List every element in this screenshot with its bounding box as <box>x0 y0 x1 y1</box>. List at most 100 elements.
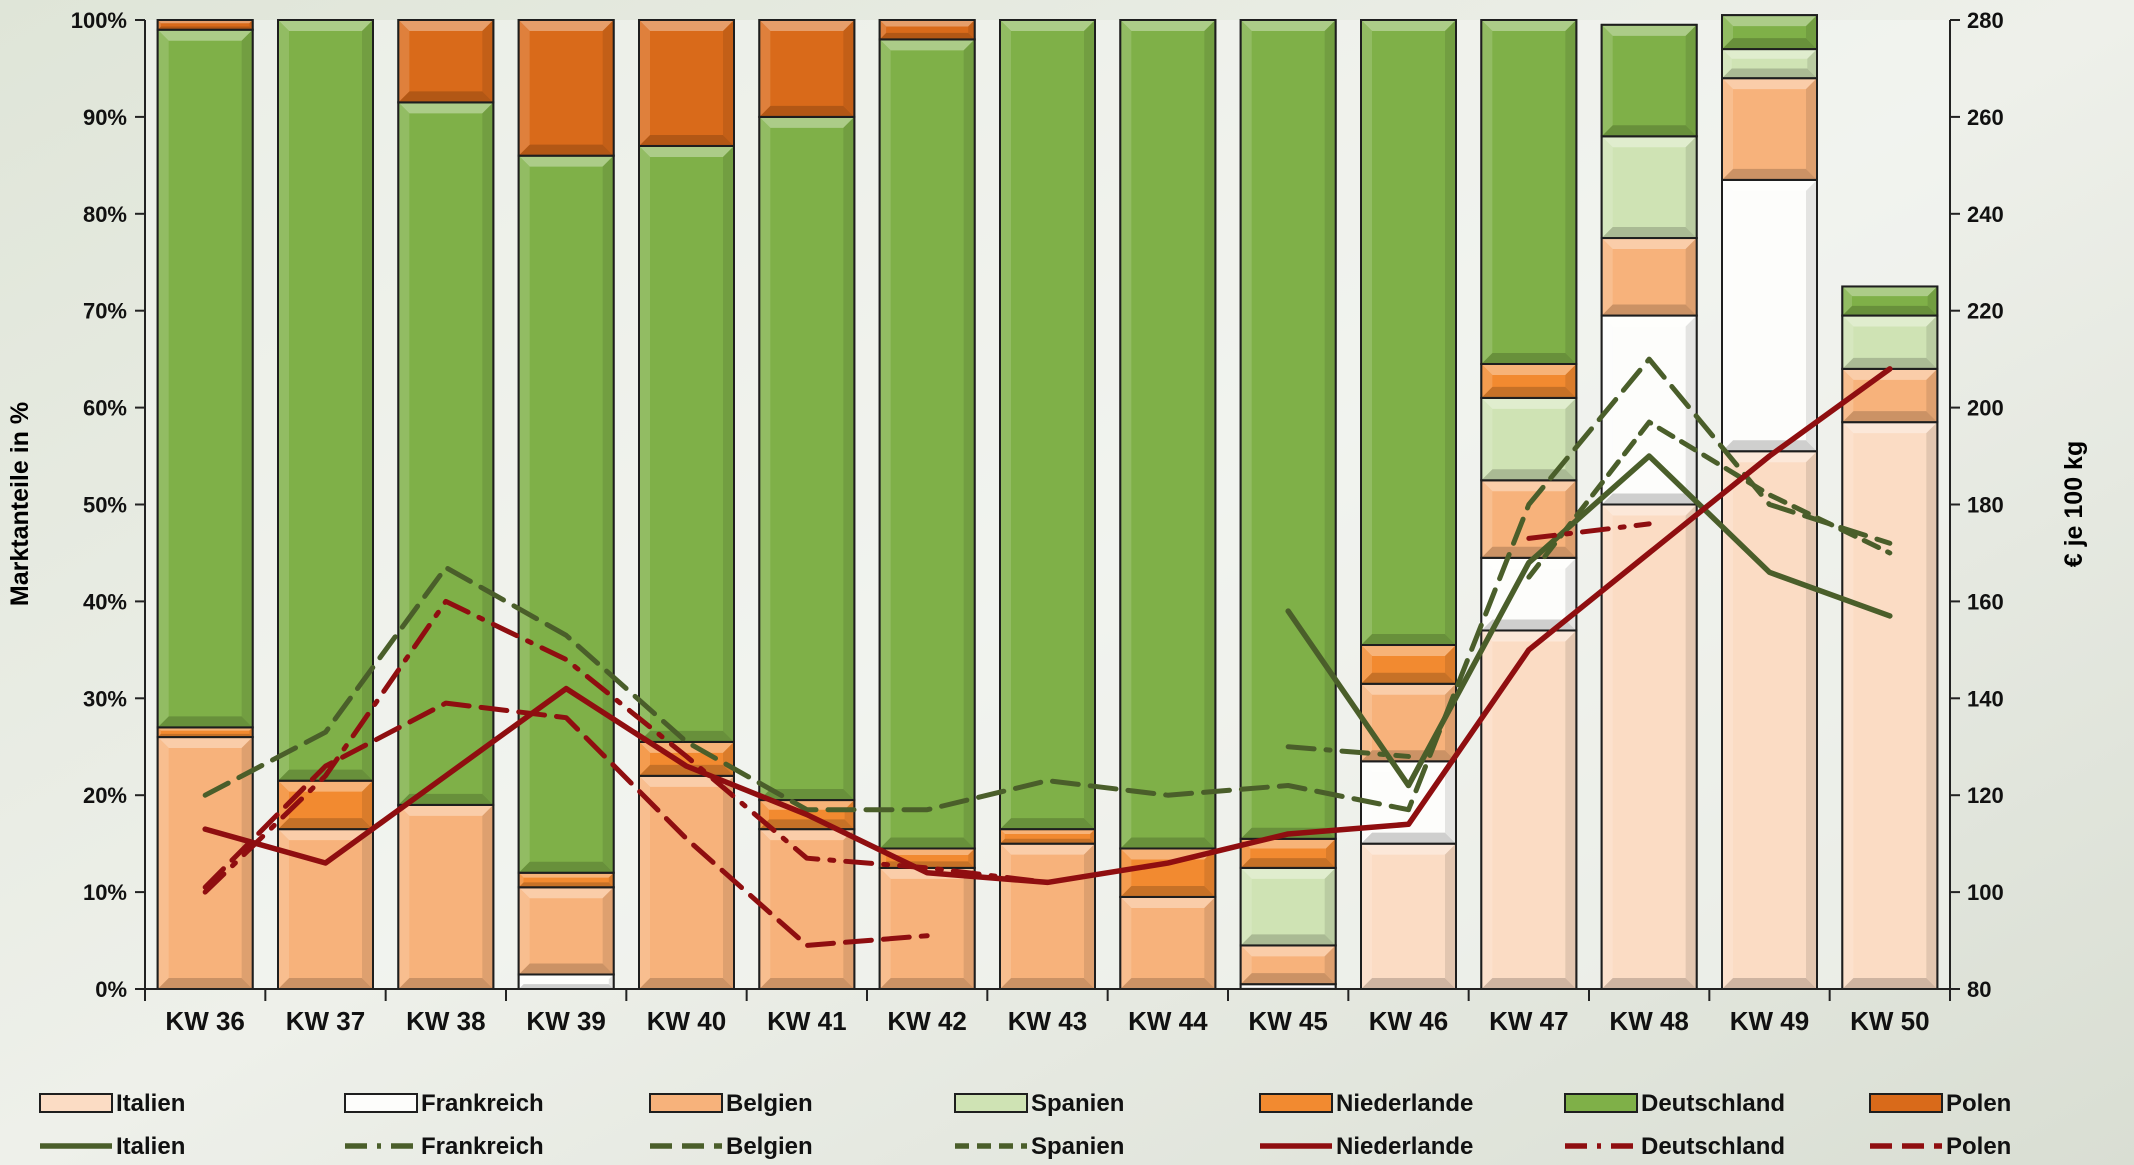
bar-layer <box>156 14 1939 991</box>
y-tick-label: 80% <box>83 202 127 227</box>
bar-segment <box>277 19 374 782</box>
legend-label: Belgien <box>726 1090 813 1117</box>
x-tick-label: KW 36 <box>165 1006 244 1036</box>
bar-segment <box>1480 479 1578 559</box>
bar-segment <box>999 828 1096 845</box>
legend: Italien Frankreich Belgien Spanien Niederlan… <box>39 1090 2011 1160</box>
line-series-belgien <box>202 356 1893 813</box>
legend-label: Frankreich <box>421 1133 544 1160</box>
y-tick-label: 90% <box>83 105 127 130</box>
bar-segment <box>156 28 254 729</box>
y2-tick-label: 140 <box>1967 686 2004 711</box>
bar-segment <box>1360 19 1457 647</box>
bar-segment <box>878 866 976 990</box>
legend-label: Spanien <box>1031 1090 1124 1117</box>
legend-label: Belgien <box>726 1133 813 1160</box>
y2-axis-title: € je 100 kg <box>2060 441 2088 567</box>
bar-segment <box>1721 178 1818 453</box>
y2-tick-label: 240 <box>1967 202 2004 227</box>
bar-segment <box>517 154 615 874</box>
legend-swatch <box>954 1093 1028 1113</box>
line-series-polen <box>202 700 930 948</box>
legend-label: Niederlande <box>1336 1133 1473 1160</box>
legend-label: Deutschland <box>1641 1133 1785 1160</box>
x-tick-label: KW 42 <box>887 1006 966 1036</box>
bar-segment <box>758 19 856 118</box>
x-tick-label: KW 48 <box>1609 1006 1688 1036</box>
y2-tick-label: 280 <box>1967 8 2004 33</box>
bar-segment <box>999 842 1096 991</box>
bar-segment <box>1360 644 1457 685</box>
legend-label: Deutschland <box>1641 1090 1785 1117</box>
line-series-italien <box>1285 453 1893 789</box>
legend-swatch <box>344 1093 418 1113</box>
legend-label: Niederlande <box>1336 1090 1473 1117</box>
axes-layer: Marktanteile in % € je 100 kg 0% 10% 20% 30… <box>6 8 2088 1036</box>
legend-swatch <box>39 1093 113 1113</box>
y-tick-label: 0% <box>95 977 127 1002</box>
bar-segment <box>1119 847 1217 898</box>
legend-swatch <box>1869 1093 1943 1113</box>
bar-segment <box>638 19 735 147</box>
x-tick-label: KW 40 <box>647 1006 726 1036</box>
x-tick-label: KW 45 <box>1248 1006 1327 1036</box>
y-tick-label: 50% <box>83 493 127 518</box>
bar-segment <box>1360 842 1457 991</box>
legend-label: Polen <box>1946 1090 2011 1117</box>
bar-segment <box>517 886 615 976</box>
y-tick-label: 20% <box>83 783 127 808</box>
legend-swatch <box>1564 1093 1638 1113</box>
bar-segment <box>638 144 735 743</box>
bar-segment <box>1600 237 1698 317</box>
bar-segment <box>1721 77 1818 181</box>
bar-segment <box>517 973 615 991</box>
line-layer <box>202 356 1893 948</box>
y2-tick-label: 220 <box>1967 299 2004 324</box>
bar-segment <box>1119 19 1217 850</box>
bar-segment <box>1721 14 1818 51</box>
bar-segment <box>638 774 735 990</box>
bar-segment <box>156 19 254 31</box>
y-tick-label: 60% <box>83 396 127 421</box>
bar-segment <box>1600 135 1698 240</box>
bar-segment <box>397 101 495 806</box>
line-series-deutschland <box>1526 521 1652 541</box>
bar-segment <box>1239 19 1337 840</box>
bar-segment <box>878 19 976 41</box>
bar-segment <box>878 38 976 850</box>
bar-segment <box>1841 314 1939 370</box>
y-tick-label: 100% <box>71 8 127 33</box>
bar-segment <box>1600 314 1698 506</box>
legend-label: Italien <box>116 1090 185 1117</box>
bar-segment <box>1239 866 1337 947</box>
legend-swatch <box>1259 1093 1333 1113</box>
x-tick-label: KW 39 <box>526 1006 605 1036</box>
bar-segment <box>1480 629 1578 990</box>
bar-segment <box>758 828 856 990</box>
x-tick-label: KW 37 <box>286 1006 365 1036</box>
bar-segment <box>1841 421 1939 990</box>
y2-tick-label: 180 <box>1967 493 2004 518</box>
bar-segment <box>1480 19 1578 365</box>
line-series-deutschland <box>202 598 1050 895</box>
legend-label: Polen <box>1946 1133 2011 1160</box>
y2-tick-label: 80 <box>1967 977 1991 1002</box>
y-tick-label: 70% <box>83 299 127 324</box>
y-tick-label: 40% <box>83 589 127 614</box>
x-tick-label: KW 46 <box>1369 1006 1448 1036</box>
legend-label: Spanien <box>1031 1133 1124 1160</box>
legend-swatch <box>649 1093 723 1113</box>
bar-segment <box>397 19 495 104</box>
bar-segment <box>517 871 615 889</box>
y2-tick-label: 200 <box>1967 396 2004 421</box>
bar-segment <box>517 19 615 157</box>
bar-segment <box>1239 944 1337 986</box>
x-tick-label: KW 44 <box>1128 1006 1208 1036</box>
legend-label: Frankreich <box>421 1090 544 1117</box>
y2-tick-label: 100 <box>1967 880 2004 905</box>
bar-segment <box>1721 48 1818 80</box>
y2-tick-label: 120 <box>1967 783 2004 808</box>
y2-tick-label: 260 <box>1967 105 2004 130</box>
bar-segment <box>1119 895 1217 991</box>
x-tick-label: KW 47 <box>1489 1006 1568 1036</box>
